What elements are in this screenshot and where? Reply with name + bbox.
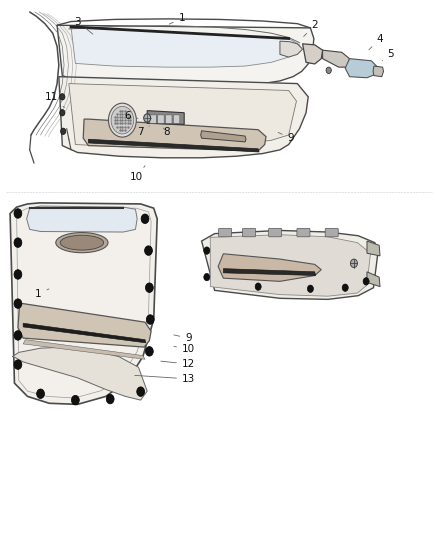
Circle shape xyxy=(342,284,348,292)
Polygon shape xyxy=(322,50,350,67)
Circle shape xyxy=(204,273,210,281)
Text: 5: 5 xyxy=(382,50,394,61)
Circle shape xyxy=(145,346,153,356)
FancyBboxPatch shape xyxy=(173,115,180,123)
Circle shape xyxy=(204,247,210,254)
Polygon shape xyxy=(303,44,322,64)
Circle shape xyxy=(60,128,66,134)
Polygon shape xyxy=(23,323,146,343)
Circle shape xyxy=(145,283,153,293)
Circle shape xyxy=(141,214,149,223)
Circle shape xyxy=(144,114,151,122)
Text: 8: 8 xyxy=(163,127,170,137)
Polygon shape xyxy=(345,59,377,78)
Text: 9: 9 xyxy=(278,132,294,143)
Text: 10: 10 xyxy=(174,344,195,354)
FancyBboxPatch shape xyxy=(297,228,310,237)
Polygon shape xyxy=(147,111,184,124)
Text: 1: 1 xyxy=(35,289,49,299)
FancyBboxPatch shape xyxy=(158,115,164,123)
Text: 11: 11 xyxy=(45,92,64,108)
Polygon shape xyxy=(18,304,151,347)
Polygon shape xyxy=(59,77,308,158)
Circle shape xyxy=(255,283,261,290)
Circle shape xyxy=(14,360,22,369)
Circle shape xyxy=(14,209,22,218)
Circle shape xyxy=(71,395,79,405)
Polygon shape xyxy=(201,131,246,142)
Text: 3: 3 xyxy=(74,17,93,34)
Polygon shape xyxy=(223,269,316,276)
Circle shape xyxy=(307,285,314,293)
FancyBboxPatch shape xyxy=(166,115,172,123)
Polygon shape xyxy=(218,254,321,281)
Polygon shape xyxy=(69,84,297,148)
Circle shape xyxy=(109,103,136,137)
Circle shape xyxy=(106,394,114,404)
Polygon shape xyxy=(201,230,378,300)
Circle shape xyxy=(14,330,22,340)
FancyBboxPatch shape xyxy=(325,228,338,237)
Polygon shape xyxy=(10,203,157,405)
Text: 2: 2 xyxy=(304,20,318,37)
FancyBboxPatch shape xyxy=(243,228,255,237)
Text: 6: 6 xyxy=(124,111,138,121)
Circle shape xyxy=(350,259,357,268)
Circle shape xyxy=(37,389,45,399)
FancyBboxPatch shape xyxy=(219,228,232,237)
Circle shape xyxy=(14,270,22,279)
Polygon shape xyxy=(210,235,371,296)
Circle shape xyxy=(111,107,134,134)
Ellipse shape xyxy=(60,235,104,250)
Polygon shape xyxy=(280,41,303,57)
Polygon shape xyxy=(71,27,300,67)
Polygon shape xyxy=(373,66,384,77)
Polygon shape xyxy=(12,347,147,400)
Circle shape xyxy=(146,315,154,324)
Circle shape xyxy=(14,238,22,247)
Polygon shape xyxy=(83,119,266,151)
Polygon shape xyxy=(367,272,380,287)
FancyBboxPatch shape xyxy=(150,115,156,123)
Text: 10: 10 xyxy=(130,166,145,182)
Text: 4: 4 xyxy=(369,34,383,50)
Circle shape xyxy=(363,278,369,285)
Polygon shape xyxy=(27,206,137,232)
FancyBboxPatch shape xyxy=(268,228,282,237)
Text: 12: 12 xyxy=(161,359,195,369)
Circle shape xyxy=(60,110,65,116)
Circle shape xyxy=(326,67,331,74)
Ellipse shape xyxy=(56,232,108,253)
Polygon shape xyxy=(57,25,314,86)
Text: 1: 1 xyxy=(170,13,185,24)
Polygon shape xyxy=(367,241,380,256)
Circle shape xyxy=(137,387,145,397)
Text: 9: 9 xyxy=(174,333,192,343)
Circle shape xyxy=(145,246,152,255)
Polygon shape xyxy=(23,340,145,359)
Polygon shape xyxy=(88,139,259,152)
Circle shape xyxy=(14,299,22,309)
Text: 13: 13 xyxy=(135,374,195,384)
Text: 7: 7 xyxy=(138,126,149,137)
Circle shape xyxy=(60,94,65,100)
